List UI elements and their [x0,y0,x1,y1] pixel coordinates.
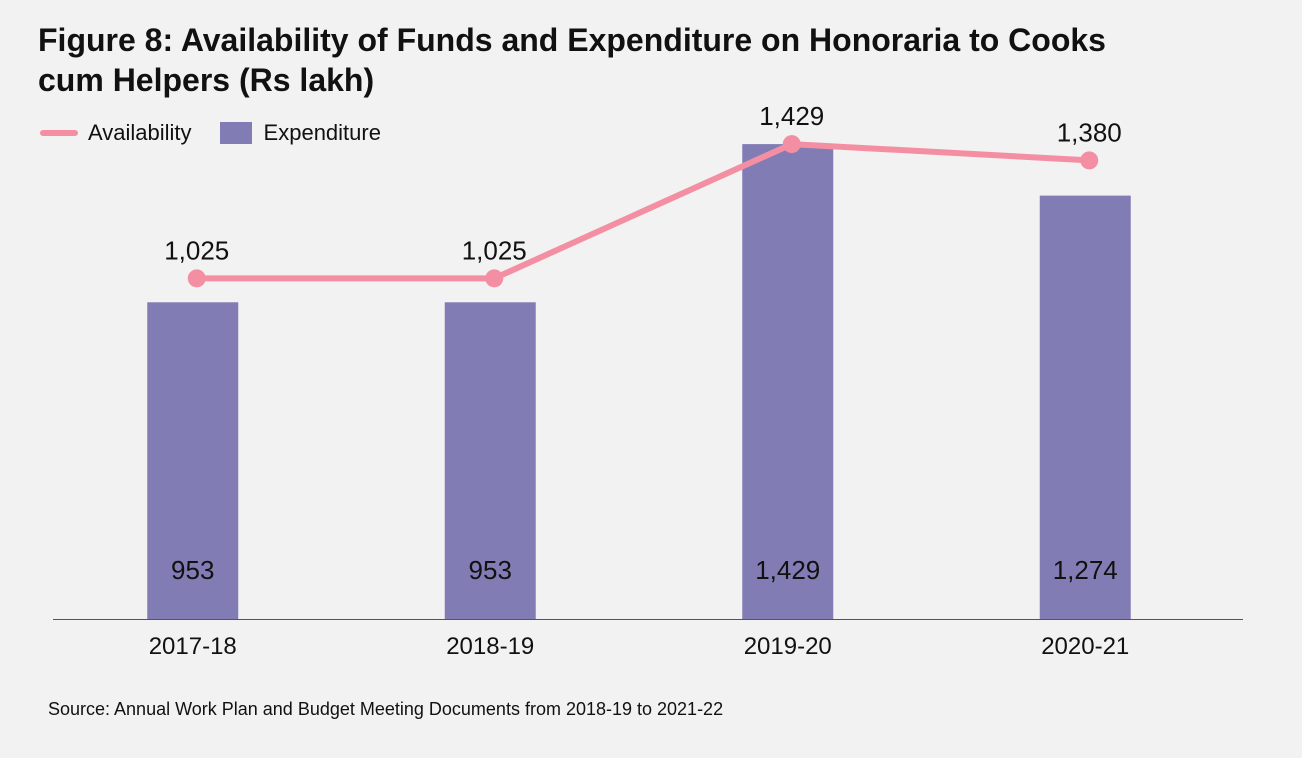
line-availability [193,141,1093,282]
combo-chart: 953 953 1,429 1,274 2017-18 2018-19 2019-20 202… [53,101,1243,660]
legend-swatch-expenditure [219,122,252,144]
point-label-availability-2019-20: 1,429 [759,101,824,131]
x-tick-label-2018-19: 2018-19 [446,633,534,660]
point-availability-2018-19 [485,269,504,288]
source-note: Source: Annual Work Plan and Budget Meet… [48,699,724,719]
legend-label-availability: Availability [88,120,192,145]
chart-title: Figure 8: Availability of Funds and Expe… [38,22,1106,98]
legend-item-expenditure: Expenditure [219,120,381,146]
point-availability-2019-20 [782,135,801,154]
x-tick-label-2019-20: 2019-20 [744,633,832,660]
bar-label-2019-20: 1,429 [755,555,820,585]
bar-label-2020-21: 1,274 [1053,555,1118,585]
point-label-availability-2020-21: 1,380 [1057,117,1122,147]
bar-expenditure-2017-18 [147,302,239,619]
bar-label-2017-18: 953 [171,555,214,585]
point-availability-2017-18 [187,269,206,288]
legend-swatch-availability [40,130,78,136]
bar-expenditure-2019-20 [742,144,834,619]
x-tick-label-2017-18: 2017-18 [149,633,237,660]
point-availability-2020-21 [1080,151,1099,170]
bar-expenditure-2018-19 [444,302,536,619]
bar-label-2018-19: 953 [469,555,512,585]
chart-legend: Availability Expenditure [40,118,409,148]
x-tick-label-2020-21: 2020-21 [1041,633,1129,660]
point-label-availability-2018-19: 1,025 [462,235,527,265]
bar-expenditure-2020-21 [1039,195,1131,619]
legend-item-availability: Availability [40,120,192,146]
legend-label-expenditure: Expenditure [263,120,381,145]
point-label-availability-2017-18: 1,025 [164,235,229,265]
